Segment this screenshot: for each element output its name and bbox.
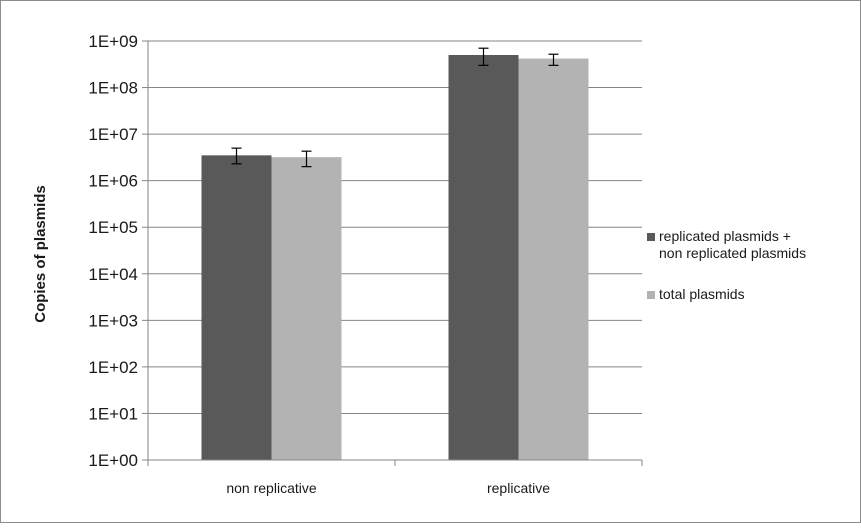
y-tick-label: 1E+07 [88, 125, 138, 144]
legend: replicated plasmids +non replicated plas… [647, 228, 806, 302]
legend-swatch [647, 233, 655, 241]
bar [201, 155, 272, 460]
y-tick-label: 1E+08 [88, 79, 138, 98]
legend-label: non replicated plasmids [659, 245, 806, 261]
axes [142, 40, 643, 466]
legend-label: total plasmids [659, 286, 745, 302]
legend-swatch [647, 291, 655, 299]
y-tick-label: 1E+04 [88, 265, 138, 284]
bar [448, 55, 519, 460]
legend-label: replicated plasmids + [659, 228, 791, 244]
bar [271, 157, 342, 461]
y-axis-title: Copies of plasmids [32, 185, 49, 323]
y-tick-label: 1E+01 [88, 404, 138, 423]
y-tick-label: 1E+09 [88, 32, 138, 51]
y-tick-label: 1E+05 [88, 218, 138, 237]
axis-labels: 1E+00 1E+01 1E+02 1E+03 1E+04 1E+05 1E+06 1E+07… [88, 32, 550, 496]
bar [518, 58, 589, 461]
x-category-label: replicative [487, 480, 550, 496]
y-tick-label: 1E+06 [88, 172, 138, 191]
bars [201, 55, 589, 461]
x-category-label: non replicative [226, 480, 316, 496]
y-tick-label: 1E+03 [88, 311, 138, 330]
y-tick-label: 1E+00 [88, 451, 138, 470]
error-bars [231, 47, 559, 168]
y-tick-label: 1E+02 [88, 358, 138, 377]
